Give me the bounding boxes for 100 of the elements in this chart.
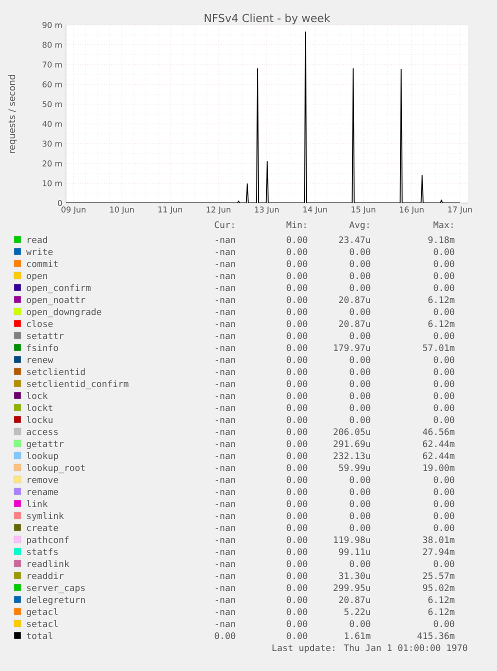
legend-label: link [26,500,48,507]
text: 0.00 [434,368,454,376]
legend-label: open_noattr [26,296,86,306]
text: 0.00 [434,392,454,400]
text: 0.00 [434,524,454,532]
text: 62.44m [422,452,454,460]
text: 19.00m [423,464,454,472]
text: -nan [216,514,236,520]
text: -nan [216,586,236,592]
text: 0.00 [350,248,370,256]
text: 415.36m [417,632,454,640]
legend-label: pathconf [27,536,69,545]
text: Max: [434,221,453,228]
text: 206.05u [334,428,370,436]
text: 25.57m [423,572,454,580]
text: 0.00 [434,512,454,520]
legend-label: lookup [26,452,58,461]
text: 0.00 [350,392,370,400]
text: 0.00 [350,356,370,364]
text: -nan [216,394,236,400]
legend-label: renew [28,358,54,364]
text: 0.00 [350,404,370,412]
text: -nan [216,322,236,328]
text: -nan [216,286,236,292]
legend-label: open_confirm [26,284,91,294]
text: 0.00 [350,380,370,388]
text: -nan [216,550,236,556]
text: 0.00 [350,272,370,280]
text: 0.00 [434,272,454,280]
text: 62.44m [422,440,454,448]
text: 0.00 [434,248,454,256]
legend-label: total [26,632,52,640]
text: 0.00 [350,488,370,496]
text: 1.61m [344,632,370,640]
text: 0.00 [434,380,454,388]
text: 6.12m [428,296,454,304]
text: 0.00 [286,620,308,628]
text: 31.30u [339,572,370,580]
text: 0.00 [286,464,308,472]
text: -nan [216,478,236,484]
text: 232.13u [334,452,370,460]
text: 57.01m [423,344,454,352]
text: -nan [216,538,236,544]
text: 0.00 [286,296,308,304]
text: 119.98u [334,536,370,544]
text: 0.00 [350,620,370,628]
text: 0.00 [350,560,370,568]
text: -nan [216,298,236,304]
text: 0.00 [286,248,308,256]
text: 0.00 [286,284,308,292]
text: 0.00 [434,476,454,484]
text: 0.00 [350,284,370,292]
text: Last update: Thu Jan 1 01:00:00 1970 [272,644,468,653]
legend-label: access [26,430,58,436]
text: 0.00 [434,488,454,496]
text: 59.99u [339,464,370,472]
text: 0.00 [286,632,308,640]
legend-label: setclientid [27,368,85,376]
text: 38.01m [423,536,454,544]
text: 6.12m [428,320,454,328]
text: -nan [216,406,236,412]
text: 0.00 [286,404,308,412]
legend-label: remove [28,478,58,484]
text: 0.00 [286,332,308,340]
text: 179.97u [334,344,370,352]
text: 0.00 [434,260,454,268]
text: 27.94m [423,548,454,556]
legend-label: create [27,524,58,532]
text: -nan [216,358,236,364]
text: 0.00 [286,548,308,556]
text: -nan [216,250,236,256]
text: 0.00 [350,332,370,340]
legend-label: delegreturn [26,596,85,605]
text: 0.00 [286,584,308,592]
text: 6.12m [428,596,454,604]
text: 0.00 [434,308,454,316]
legend-label: setattr [27,332,64,340]
text: 0.00 [286,272,308,280]
text: 0.00 [286,488,308,496]
text: -nan [216,310,236,316]
text: 0.00 [350,260,370,268]
text: 0.00 [286,560,308,568]
legend-label: lock [26,392,48,400]
text: 0.00 [286,572,308,580]
legend-label: readdir [28,572,64,580]
text: 95.02m [422,584,454,592]
text: 0.00 [434,620,454,628]
text: 0.00 [350,500,370,508]
text: 0.00 [286,596,308,604]
text: 0.00 [434,416,454,424]
text: 0.00 [286,524,308,532]
text: 0.00 [214,632,236,640]
text: 99.11u [338,548,370,556]
text: Cur: [214,221,234,228]
legend-label: fsinfo [27,344,58,352]
legend-label: commit [27,260,58,268]
legend-label: read [28,236,47,244]
text: 23.47u [339,236,370,244]
text: 0.00 [286,356,308,364]
text: 0.00 [286,392,308,400]
